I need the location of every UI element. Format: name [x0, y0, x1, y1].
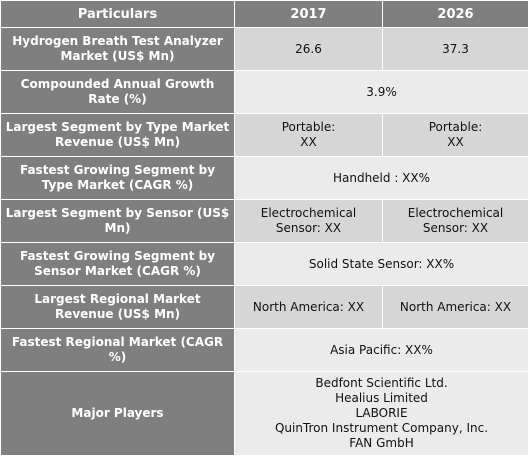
major-players-list: Bedfont Scientific Ltd. Healius Limited … — [234, 371, 528, 456]
merged-value: Handheld : XX% — [234, 156, 528, 200]
row-label: Hydrogen Breath Test Analyzer Market (US… — [0, 27, 235, 71]
value-2017: Electrochemical Sensor: XX — [234, 199, 383, 243]
header-2026: 2026 — [382, 0, 528, 28]
value-2017: North America: XX — [234, 285, 383, 329]
table-row: Largest Segment by Type Market Revenue (… — [0, 113, 528, 157]
row-label: Largest Segment by Sensor (US$ Mn) — [0, 199, 235, 243]
value-2026: 37.3 — [382, 27, 528, 71]
value-2026: Portable: XX — [382, 113, 528, 157]
row-label: Fastest Growing Segment by Type Market (… — [0, 156, 235, 200]
table-row: Major Players Bedfont Scientific Ltd. He… — [0, 371, 528, 456]
table-row: Largest Regional Market Revenue (US$ Mn)… — [0, 285, 528, 329]
table-row: Hydrogen Breath Test Analyzer Market (US… — [0, 27, 528, 71]
table-row: Fastest Growing Segment by Sensor Market… — [0, 242, 528, 286]
value-2026: North America: XX — [382, 285, 528, 329]
header-2017: 2017 — [234, 0, 383, 28]
value-2017: Portable: XX — [234, 113, 383, 157]
row-label: Largest Regional Market Revenue (US$ Mn) — [0, 285, 235, 329]
table-row: Compounded Annual Growth Rate (%) 3.9% — [0, 70, 528, 114]
table-row: Fastest Growing Segment by Type Market (… — [0, 156, 528, 200]
value-2026: Electrochemical Sensor: XX — [382, 199, 528, 243]
header-row: Particulars 2017 2026 — [0, 0, 528, 28]
row-label: Major Players — [0, 371, 235, 456]
row-label: Fastest Growing Segment by Sensor Market… — [0, 242, 235, 286]
header-particulars: Particulars — [0, 0, 235, 28]
table-row: Fastest Regional Market (CAGR %) Asia Pa… — [0, 328, 528, 372]
row-label: Largest Segment by Type Market Revenue (… — [0, 113, 235, 157]
value-2017: 26.6 — [234, 27, 383, 71]
merged-value: Asia Pacific: XX% — [234, 328, 528, 372]
row-label: Compounded Annual Growth Rate (%) — [0, 70, 235, 114]
row-label: Fastest Regional Market (CAGR %) — [0, 328, 235, 372]
table-row: Largest Segment by Sensor (US$ Mn) Elect… — [0, 199, 528, 243]
merged-value: Solid State Sensor: XX% — [234, 242, 528, 286]
merged-value: 3.9% — [234, 70, 528, 114]
